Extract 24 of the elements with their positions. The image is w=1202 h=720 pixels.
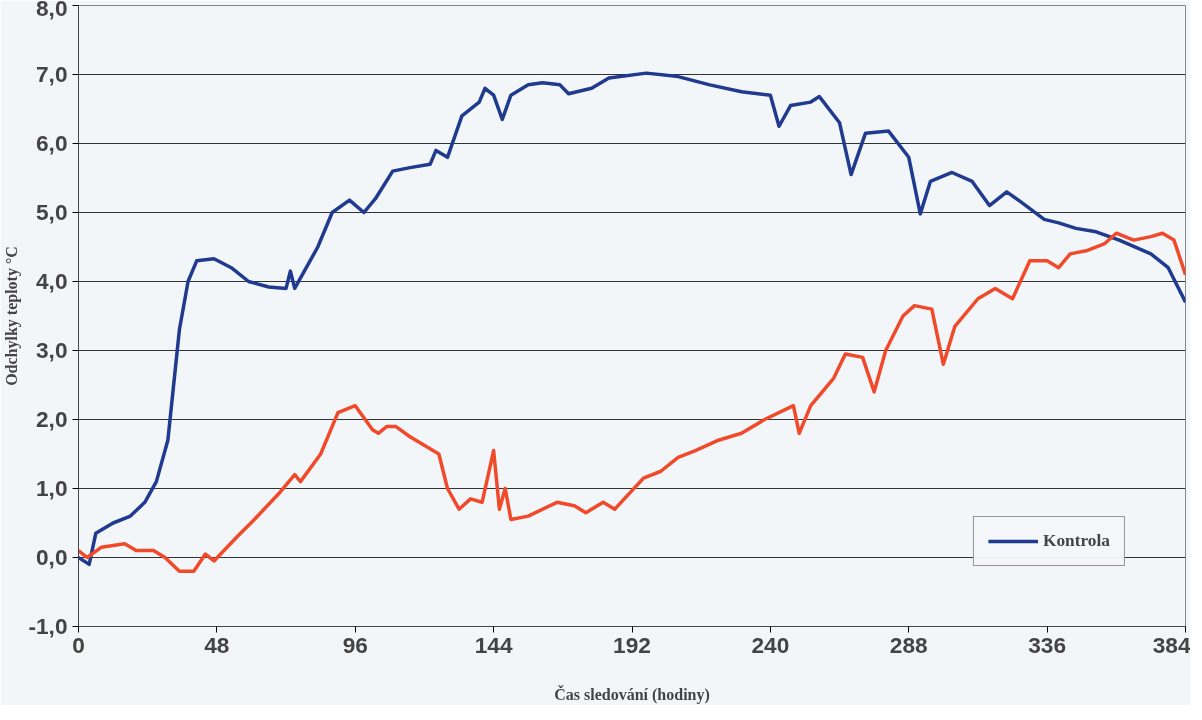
- y-tick-label: 1,0: [36, 475, 68, 501]
- y-tick-label: 7,0: [36, 61, 68, 87]
- y-tick-label: 6,0: [36, 130, 68, 156]
- y-tick-label: 0,0: [36, 544, 68, 570]
- x-tick-label: 144: [474, 631, 513, 658]
- x-tick-label: 96: [342, 631, 368, 658]
- x-tick-label: 240: [751, 631, 790, 658]
- y-tick-label: 8,0: [36, 0, 68, 21]
- y-tick-label: 4,0: [36, 268, 68, 294]
- y-axis-title: Odchylky teploty °C: [3, 246, 22, 386]
- legend-label: Kontrola: [1042, 531, 1110, 551]
- x-axis-title: Čas sledování (hodiny): [554, 684, 710, 704]
- y-tick-label: -1,0: [28, 613, 68, 639]
- y-tick-label: 5,0: [36, 199, 68, 225]
- line-series: [78, 71, 1186, 567]
- y-tick-label: 3,0: [36, 337, 68, 363]
- x-tick-label: 0: [72, 631, 85, 658]
- line-series: [78, 231, 1186, 574]
- x-tick-label: 336: [1028, 631, 1067, 658]
- x-tick-label: 48: [204, 631, 230, 658]
- x-tick-label: 384: [1152, 631, 1191, 658]
- x-tick-label: 192: [613, 631, 651, 658]
- x-tick-label: 288: [889, 631, 928, 658]
- y-tick-label: 2,0: [36, 406, 68, 432]
